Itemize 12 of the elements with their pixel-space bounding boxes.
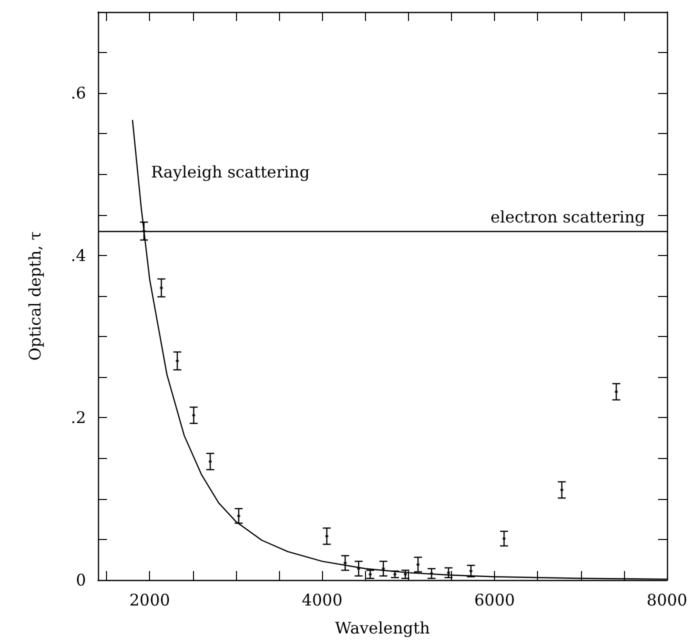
x-axis-title: Wavelength xyxy=(335,618,430,638)
x-tick-label: 4000 xyxy=(302,590,343,610)
x-tick-label: 2000 xyxy=(129,590,170,610)
x-tick-label: 6000 xyxy=(474,590,515,610)
y-tick-label: .6 xyxy=(70,84,86,103)
y-tick-label: 0 xyxy=(76,570,86,590)
y-axis-title: Optical depth, τ xyxy=(26,231,44,361)
y-tick-label: .4 xyxy=(70,246,86,265)
legend-label: electron scattering xyxy=(490,208,645,227)
x-tick-label: 8000 xyxy=(646,590,688,610)
y-tick-label: .2 xyxy=(70,408,86,428)
annotation: Rayleigh scattering xyxy=(151,162,310,182)
